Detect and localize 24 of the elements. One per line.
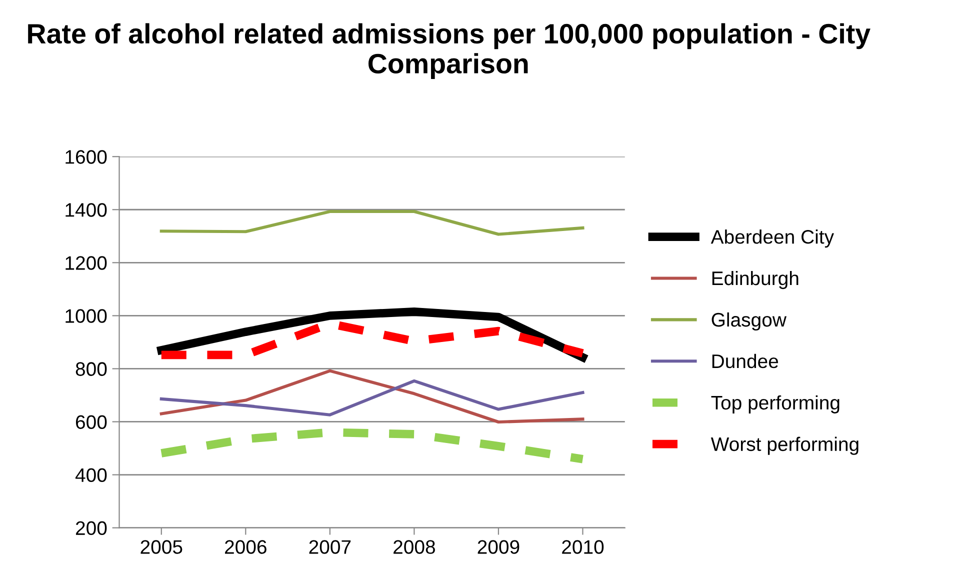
y-tick-label: 400 — [75, 468, 107, 482]
x-tick-label: 2008 — [394, 540, 435, 554]
y-tick-label: 1200 — [66, 256, 107, 270]
legend-label: Glasgow — [712, 312, 787, 331]
legend-label: Worst performing — [710, 436, 858, 455]
legend-label: Edinburgh — [712, 270, 798, 290]
legend-label: Aberdeen City — [710, 229, 834, 248]
legend-label: Dundee — [712, 354, 778, 368]
y-tick-label: 600 — [76, 415, 107, 429]
chart-title: Rate of alcohol related admissions per 100,000 population - City Comparison — [28, 23, 870, 80]
line-series — [160, 379, 584, 416]
y-tick-label: 800 — [76, 362, 107, 376]
line-series — [160, 369, 584, 424]
x-tick-label: 2005 — [140, 540, 182, 554]
y-tick-label: 1400 — [66, 203, 107, 217]
y-tick-label: 200 — [76, 521, 107, 536]
x-tick-label: 2010 — [562, 540, 604, 554]
y-tick-label: 1600 — [66, 150, 107, 164]
x-tick-label: 2007 — [309, 540, 351, 554]
x-tick-label: 2009 — [478, 540, 520, 554]
x-tick-label: 2006 — [225, 540, 266, 554]
y-tick-label: 1000 — [66, 309, 107, 323]
legend-label: Top performing — [711, 395, 840, 414]
line-series — [160, 210, 584, 236]
